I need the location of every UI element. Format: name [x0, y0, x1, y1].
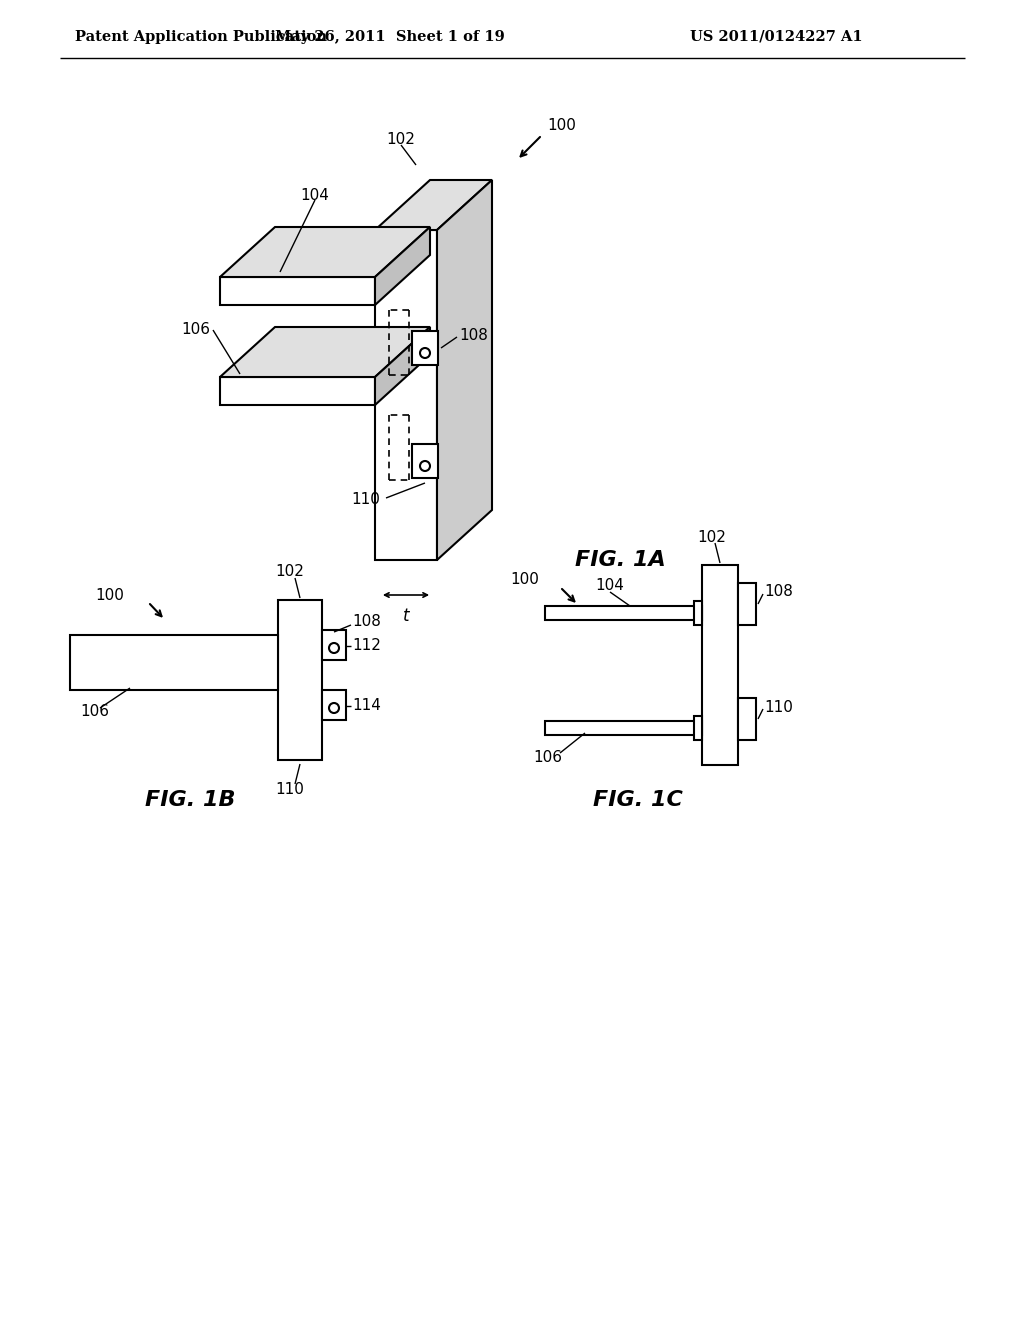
Text: 110: 110: [351, 492, 381, 507]
Text: 104: 104: [596, 578, 625, 593]
Polygon shape: [437, 180, 492, 560]
Text: 112: 112: [352, 639, 381, 653]
Text: FIG. 1C: FIG. 1C: [593, 789, 683, 810]
Text: 108: 108: [459, 327, 487, 342]
Bar: [738, 698, 756, 741]
Circle shape: [329, 643, 339, 653]
Bar: [738, 583, 756, 624]
Text: 108: 108: [764, 585, 793, 599]
Bar: [545, 606, 702, 620]
Text: 108: 108: [352, 615, 381, 630]
Polygon shape: [375, 327, 430, 405]
Bar: [412, 444, 438, 478]
Text: t: t: [402, 607, 410, 624]
Polygon shape: [375, 227, 430, 305]
Polygon shape: [375, 180, 492, 230]
Polygon shape: [220, 327, 430, 378]
Text: May 26, 2011  Sheet 1 of 19: May 26, 2011 Sheet 1 of 19: [275, 30, 505, 44]
Text: Patent Application Publication: Patent Application Publication: [75, 30, 327, 44]
Bar: [545, 721, 702, 735]
Text: 110: 110: [275, 783, 304, 797]
Bar: [278, 601, 322, 760]
Text: 100: 100: [547, 117, 575, 132]
Circle shape: [420, 348, 430, 358]
Text: FIG. 1A: FIG. 1A: [575, 550, 666, 570]
Text: 106: 106: [80, 705, 109, 719]
Bar: [702, 565, 738, 766]
Text: 106: 106: [181, 322, 210, 338]
Bar: [322, 630, 346, 660]
Text: 104: 104: [301, 187, 330, 202]
Bar: [220, 277, 375, 305]
Bar: [375, 230, 437, 560]
Text: 102: 102: [387, 132, 416, 148]
Text: US 2011/0124227 A1: US 2011/0124227 A1: [690, 30, 862, 44]
Text: FIG. 1B: FIG. 1B: [144, 789, 236, 810]
Text: 102: 102: [275, 565, 304, 579]
Text: 100: 100: [95, 587, 124, 602]
Bar: [70, 635, 278, 690]
Text: 100: 100: [510, 573, 539, 587]
Text: 110: 110: [764, 700, 793, 714]
Bar: [220, 378, 375, 405]
Circle shape: [420, 461, 430, 471]
Bar: [694, 715, 702, 741]
Polygon shape: [220, 227, 430, 277]
Bar: [322, 690, 346, 719]
Text: 114: 114: [352, 698, 381, 714]
Circle shape: [329, 704, 339, 713]
Text: 102: 102: [697, 529, 726, 544]
Bar: [412, 331, 438, 366]
Bar: [694, 601, 702, 624]
Text: 106: 106: [534, 750, 562, 764]
